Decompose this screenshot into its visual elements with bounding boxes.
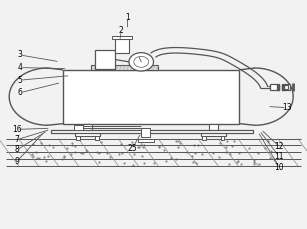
Text: 1: 1 <box>125 13 130 22</box>
Text: 8: 8 <box>14 145 19 155</box>
Text: 2: 2 <box>119 26 124 35</box>
Text: 9: 9 <box>14 157 19 166</box>
Bar <box>83 124 92 132</box>
Text: 11: 11 <box>275 152 284 161</box>
Bar <box>91 65 158 70</box>
Text: 3: 3 <box>17 50 22 60</box>
Bar <box>138 139 154 142</box>
Text: 5: 5 <box>17 76 22 85</box>
Bar <box>270 84 279 90</box>
Bar <box>201 132 226 136</box>
Bar <box>282 85 288 89</box>
Bar <box>112 36 132 39</box>
Bar <box>209 124 218 132</box>
Text: 6: 6 <box>17 88 22 97</box>
Bar <box>95 136 99 140</box>
Text: 13: 13 <box>282 103 292 112</box>
Bar <box>76 136 80 140</box>
Bar <box>141 128 150 137</box>
Text: 4: 4 <box>17 63 22 72</box>
Bar <box>202 136 206 140</box>
Bar <box>282 84 290 90</box>
Text: 7: 7 <box>14 135 19 144</box>
Text: 25: 25 <box>127 144 137 153</box>
Text: 16: 16 <box>12 125 22 134</box>
Bar <box>74 125 83 130</box>
Bar <box>63 70 239 124</box>
Bar <box>221 136 224 140</box>
Bar <box>51 130 253 133</box>
Bar <box>115 39 129 53</box>
Text: 12: 12 <box>275 142 284 151</box>
Circle shape <box>129 53 154 71</box>
Text: 10: 10 <box>274 163 284 172</box>
Bar <box>75 132 100 136</box>
Bar <box>95 50 115 69</box>
